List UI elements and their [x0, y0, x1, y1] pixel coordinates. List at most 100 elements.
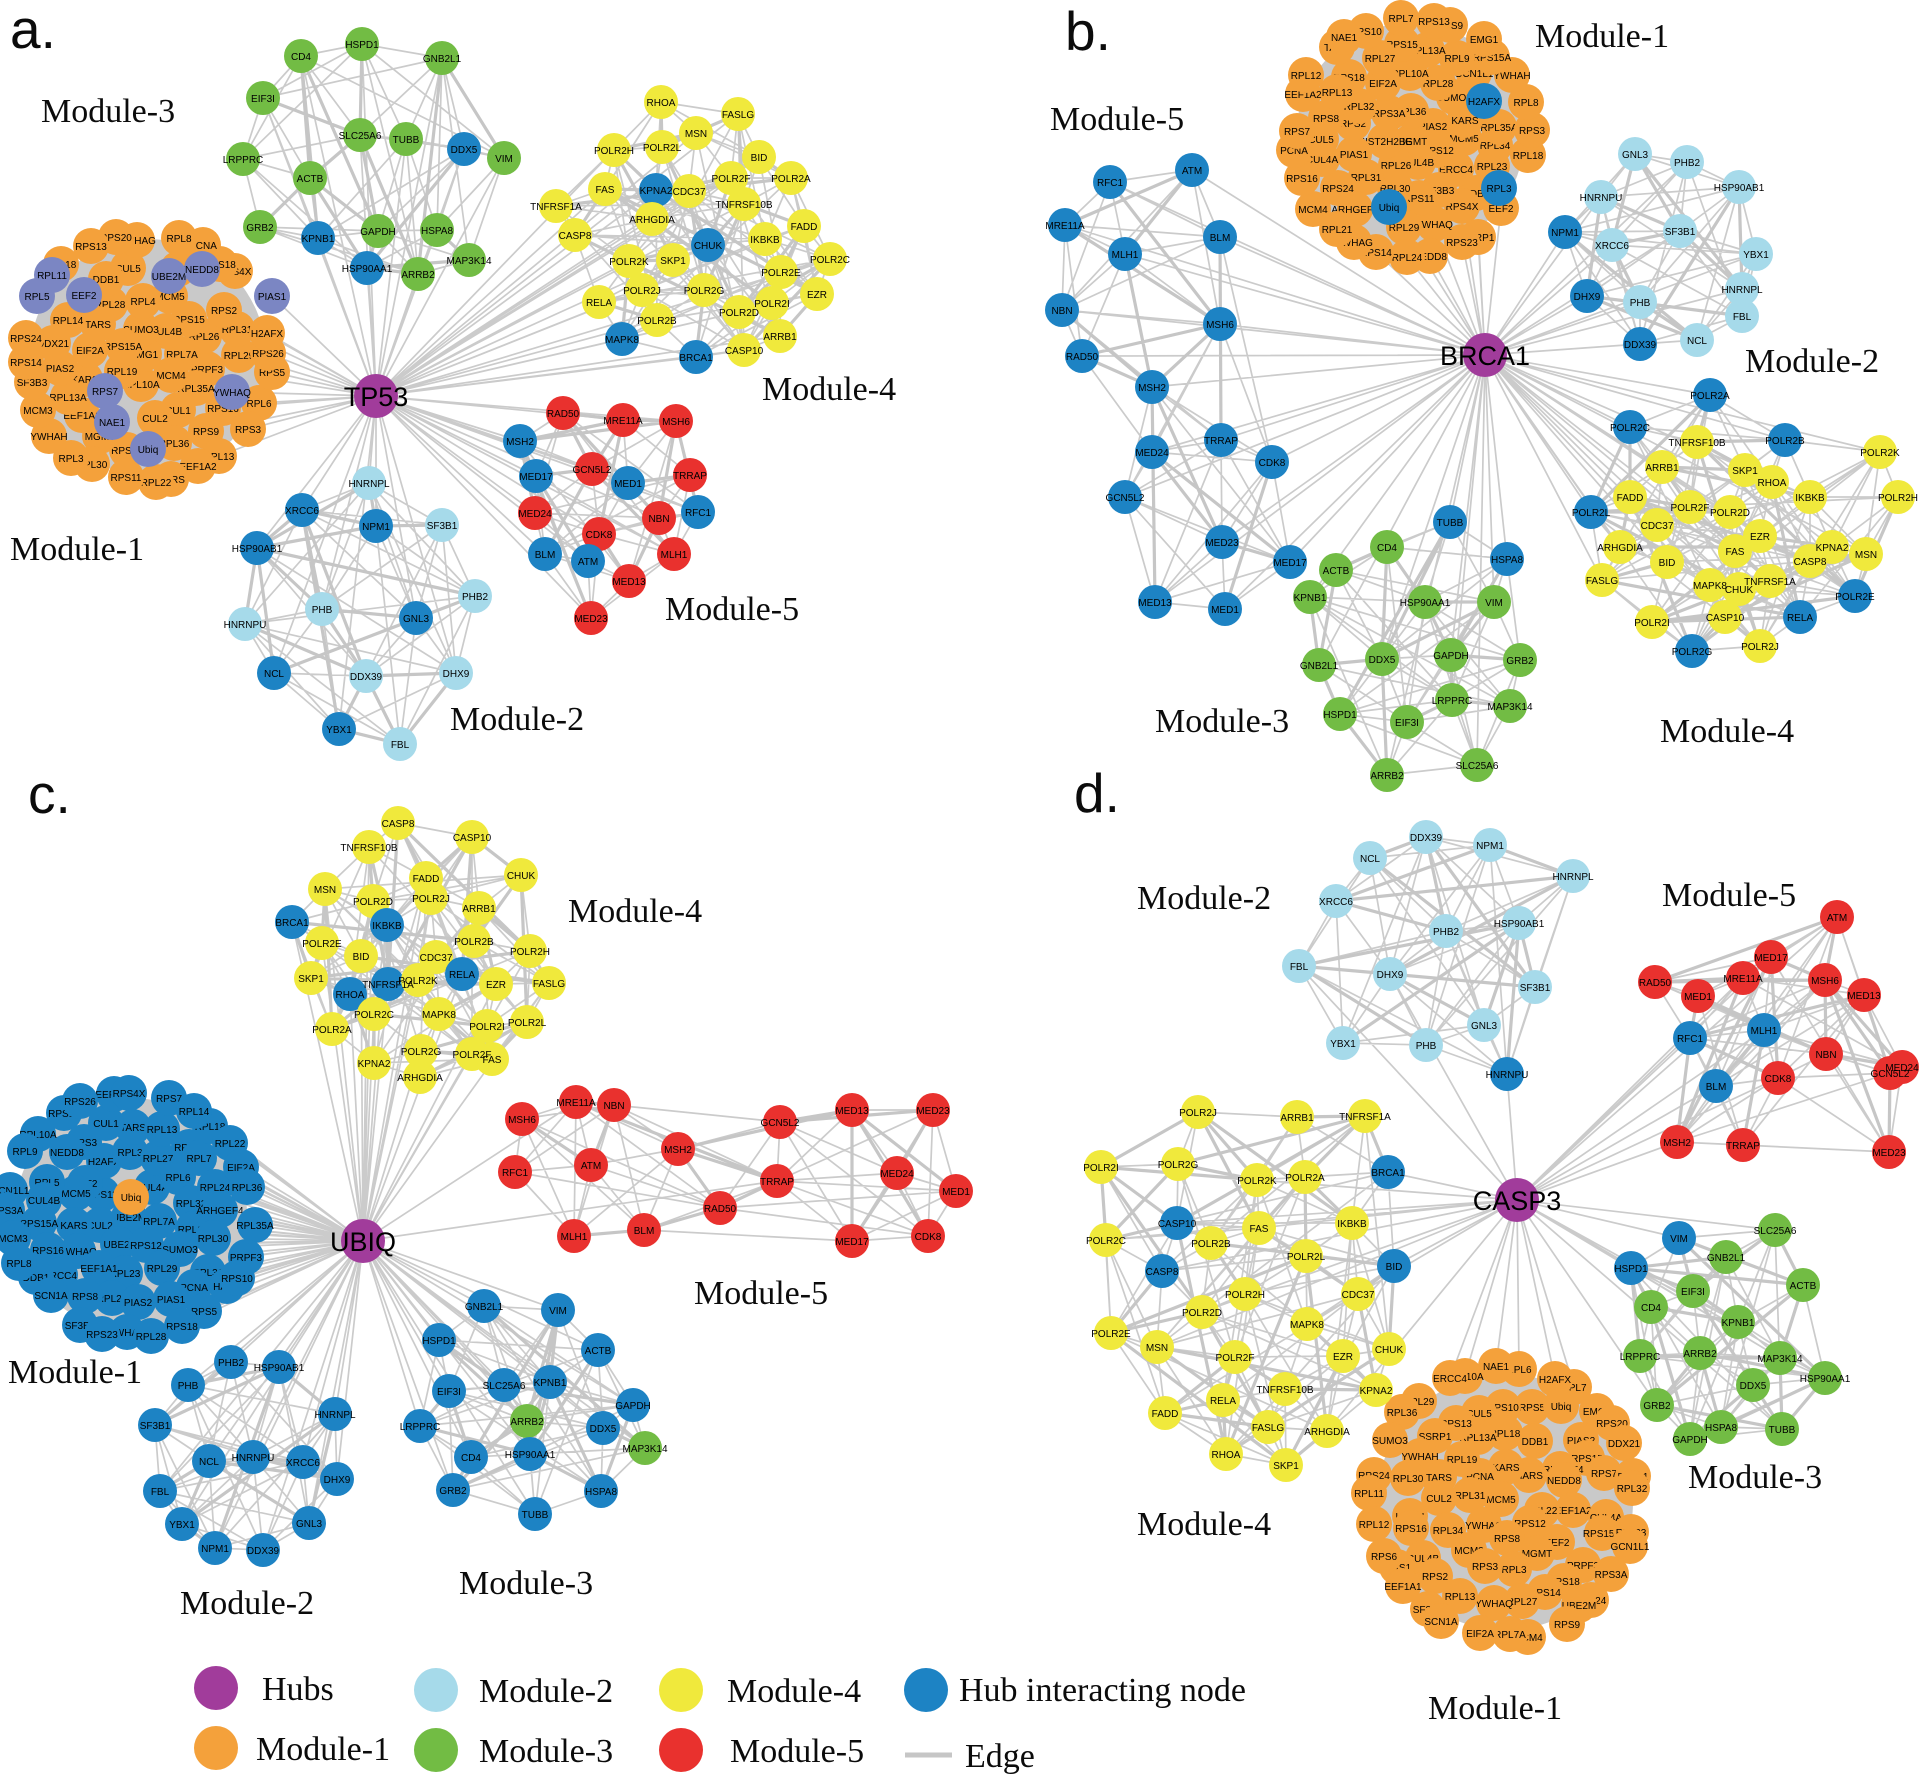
- svg-text:FBL: FBL: [1290, 962, 1309, 973]
- svg-text:EEF1A1: EEF1A1: [63, 411, 101, 422]
- svg-text:MED13: MED13: [612, 577, 646, 588]
- svg-text:ARRB2: ARRB2: [401, 270, 435, 281]
- svg-text:RPS15A: RPS15A: [1473, 53, 1512, 64]
- svg-text:CD4: CD4: [461, 1453, 481, 1464]
- svg-text:MAP3K14: MAP3K14: [1487, 702, 1532, 713]
- svg-text:SKP1: SKP1: [1732, 466, 1758, 477]
- svg-text:MED13: MED13: [1847, 991, 1881, 1002]
- svg-text:RPL26: RPL26: [189, 332, 220, 343]
- svg-text:ARRB1: ARRB1: [1645, 463, 1679, 474]
- svg-text:IKBKB: IKBKB: [750, 235, 780, 246]
- svg-text:RELA: RELA: [449, 970, 475, 981]
- svg-text:BLM: BLM: [1706, 1082, 1727, 1093]
- svg-text:YBX1: YBX1: [169, 1520, 195, 1531]
- svg-text:MAPK8: MAPK8: [605, 335, 639, 346]
- svg-text:POLR2D: POLR2D: [1710, 508, 1750, 519]
- svg-text:POLR2L: POLR2L: [508, 1018, 547, 1029]
- svg-text:RPS26: RPS26: [252, 349, 284, 360]
- svg-text:POLR2J: POLR2J: [1741, 642, 1779, 653]
- svg-text:BLM: BLM: [634, 1226, 655, 1237]
- svg-text:Module-4: Module-4: [762, 371, 896, 408]
- svg-text:CASP10: CASP10: [453, 833, 492, 844]
- svg-text:KPNB1: KPNB1: [302, 234, 335, 245]
- svg-text:POLR2J: POLR2J: [1179, 1108, 1217, 1119]
- svg-text:HIST2H2BE: HIST2H2BE: [1358, 137, 1413, 148]
- svg-text:TRRAP: TRRAP: [1204, 436, 1238, 447]
- svg-text:DDX39: DDX39: [1410, 833, 1443, 844]
- svg-text:RPS18: RPS18: [166, 1322, 198, 1333]
- svg-text:EEF2: EEF2: [1488, 204, 1513, 215]
- svg-text:MCM4: MCM4: [1513, 1633, 1543, 1644]
- svg-text:SKP1: SKP1: [1273, 1461, 1299, 1472]
- svg-text:HNRNPL: HNRNPL: [1552, 872, 1594, 883]
- svg-text:RPL28: RPL28: [1423, 79, 1454, 90]
- svg-text:POLR2I: POLR2I: [1083, 1163, 1119, 1174]
- svg-text:RPS14: RPS14: [48, 1109, 80, 1120]
- svg-text:RPS14: RPS14: [10, 358, 42, 369]
- svg-text:POLR2E: POLR2E: [1835, 592, 1875, 603]
- svg-text:Edge: Edge: [965, 1738, 1035, 1775]
- svg-text:NBN: NBN: [1051, 306, 1072, 317]
- svg-text:RPL29: RPL29: [147, 1264, 178, 1275]
- svg-text:RPL6: RPL6: [165, 1173, 190, 1184]
- svg-text:MED17: MED17: [519, 472, 553, 483]
- svg-text:FBL: FBL: [1733, 312, 1752, 323]
- svg-text:HSP90AA1: HSP90AA1: [1800, 1374, 1851, 1385]
- svg-text:HSPA8: HSPA8: [1491, 555, 1523, 566]
- svg-text:POLR2J: POLR2J: [623, 286, 661, 297]
- svg-text:MLH1: MLH1: [1751, 1026, 1778, 1037]
- svg-text:HSP90AB1: HSP90AB1: [232, 544, 283, 555]
- svg-text:RPL4: RPL4: [130, 297, 155, 308]
- svg-text:EEF1A1: EEF1A1: [1384, 1582, 1422, 1593]
- svg-text:SLC25A6: SLC25A6: [1456, 761, 1499, 772]
- svg-text:SF3B1: SF3B1: [1665, 227, 1696, 238]
- svg-text:POLR2K: POLR2K: [1860, 448, 1900, 459]
- svg-text:POLR2A: POLR2A: [1285, 1173, 1325, 1184]
- svg-text:Module-4: Module-4: [568, 893, 702, 930]
- svg-text:TUBB: TUBB: [393, 135, 420, 146]
- svg-text:POLR2H: POLR2H: [510, 947, 550, 958]
- svg-text:RPS5: RPS5: [259, 368, 286, 379]
- svg-text:MLH1: MLH1: [561, 1232, 588, 1243]
- svg-text:KPNB1: KPNB1: [534, 1378, 567, 1389]
- svg-text:LRPPRC: LRPPRC: [223, 155, 264, 166]
- svg-text:BRCA1: BRCA1: [1371, 1168, 1405, 1179]
- svg-text:RPS16: RPS16: [1286, 174, 1318, 185]
- svg-text:FBL: FBL: [151, 1487, 170, 1498]
- svg-text:RFC1: RFC1: [502, 1168, 529, 1179]
- svg-text:GNB2L1: GNB2L1: [1707, 1253, 1746, 1264]
- svg-text:RPS7: RPS7: [1284, 127, 1311, 138]
- svg-text:MSH2: MSH2: [1138, 383, 1166, 394]
- svg-text:BRCA1: BRCA1: [275, 918, 309, 929]
- svg-text:KPNA2: KPNA2: [358, 1059, 391, 1070]
- svg-text:EIF2A: EIF2A: [227, 1163, 255, 1174]
- svg-text:EIF2A: EIF2A: [1466, 1629, 1494, 1640]
- svg-text:GNL3: GNL3: [403, 614, 430, 625]
- svg-text:HSP90AA1: HSP90AA1: [505, 1450, 556, 1461]
- svg-text:CHUK: CHUK: [694, 241, 723, 252]
- svg-text:CUL2: CUL2: [142, 414, 168, 425]
- svg-text:CDK8: CDK8: [586, 530, 613, 541]
- svg-text:GNL3: GNL3: [1471, 1021, 1498, 1032]
- svg-text:Module-2: Module-2: [1745, 343, 1879, 380]
- svg-text:Ubiq: Ubiq: [138, 445, 159, 456]
- svg-text:RPL26: RPL26: [97, 1294, 128, 1305]
- svg-text:DHX9: DHX9: [324, 1475, 351, 1486]
- svg-text:POLR2E: POLR2E: [1091, 1329, 1131, 1340]
- svg-text:HSP90AB1: HSP90AB1: [1714, 183, 1765, 194]
- svg-text:RPS12: RPS12: [130, 1241, 162, 1252]
- svg-text:MED1: MED1: [1211, 605, 1239, 616]
- svg-text:RHOA: RHOA: [336, 990, 365, 1001]
- svg-text:ARHGDIA: ARHGDIA: [1597, 543, 1643, 554]
- svg-text:NPM1: NPM1: [1476, 841, 1504, 852]
- svg-text:DHX9: DHX9: [1574, 292, 1601, 303]
- svg-text:RPS16: RPS16: [207, 404, 239, 415]
- svg-text:XRCC6: XRCC6: [1319, 897, 1353, 908]
- svg-text:RPL34: RPL34: [1433, 1526, 1464, 1537]
- svg-text:EEF2: EEF2: [71, 291, 96, 302]
- svg-text:RPS9: RPS9: [1554, 1620, 1581, 1631]
- svg-text:CUL2: CUL2: [87, 1221, 113, 1232]
- svg-text:RPL18: RPL18: [195, 1122, 226, 1133]
- svg-text:POLR2L: POLR2L: [1287, 1252, 1326, 1263]
- svg-text:RPL36: RPL36: [159, 439, 190, 450]
